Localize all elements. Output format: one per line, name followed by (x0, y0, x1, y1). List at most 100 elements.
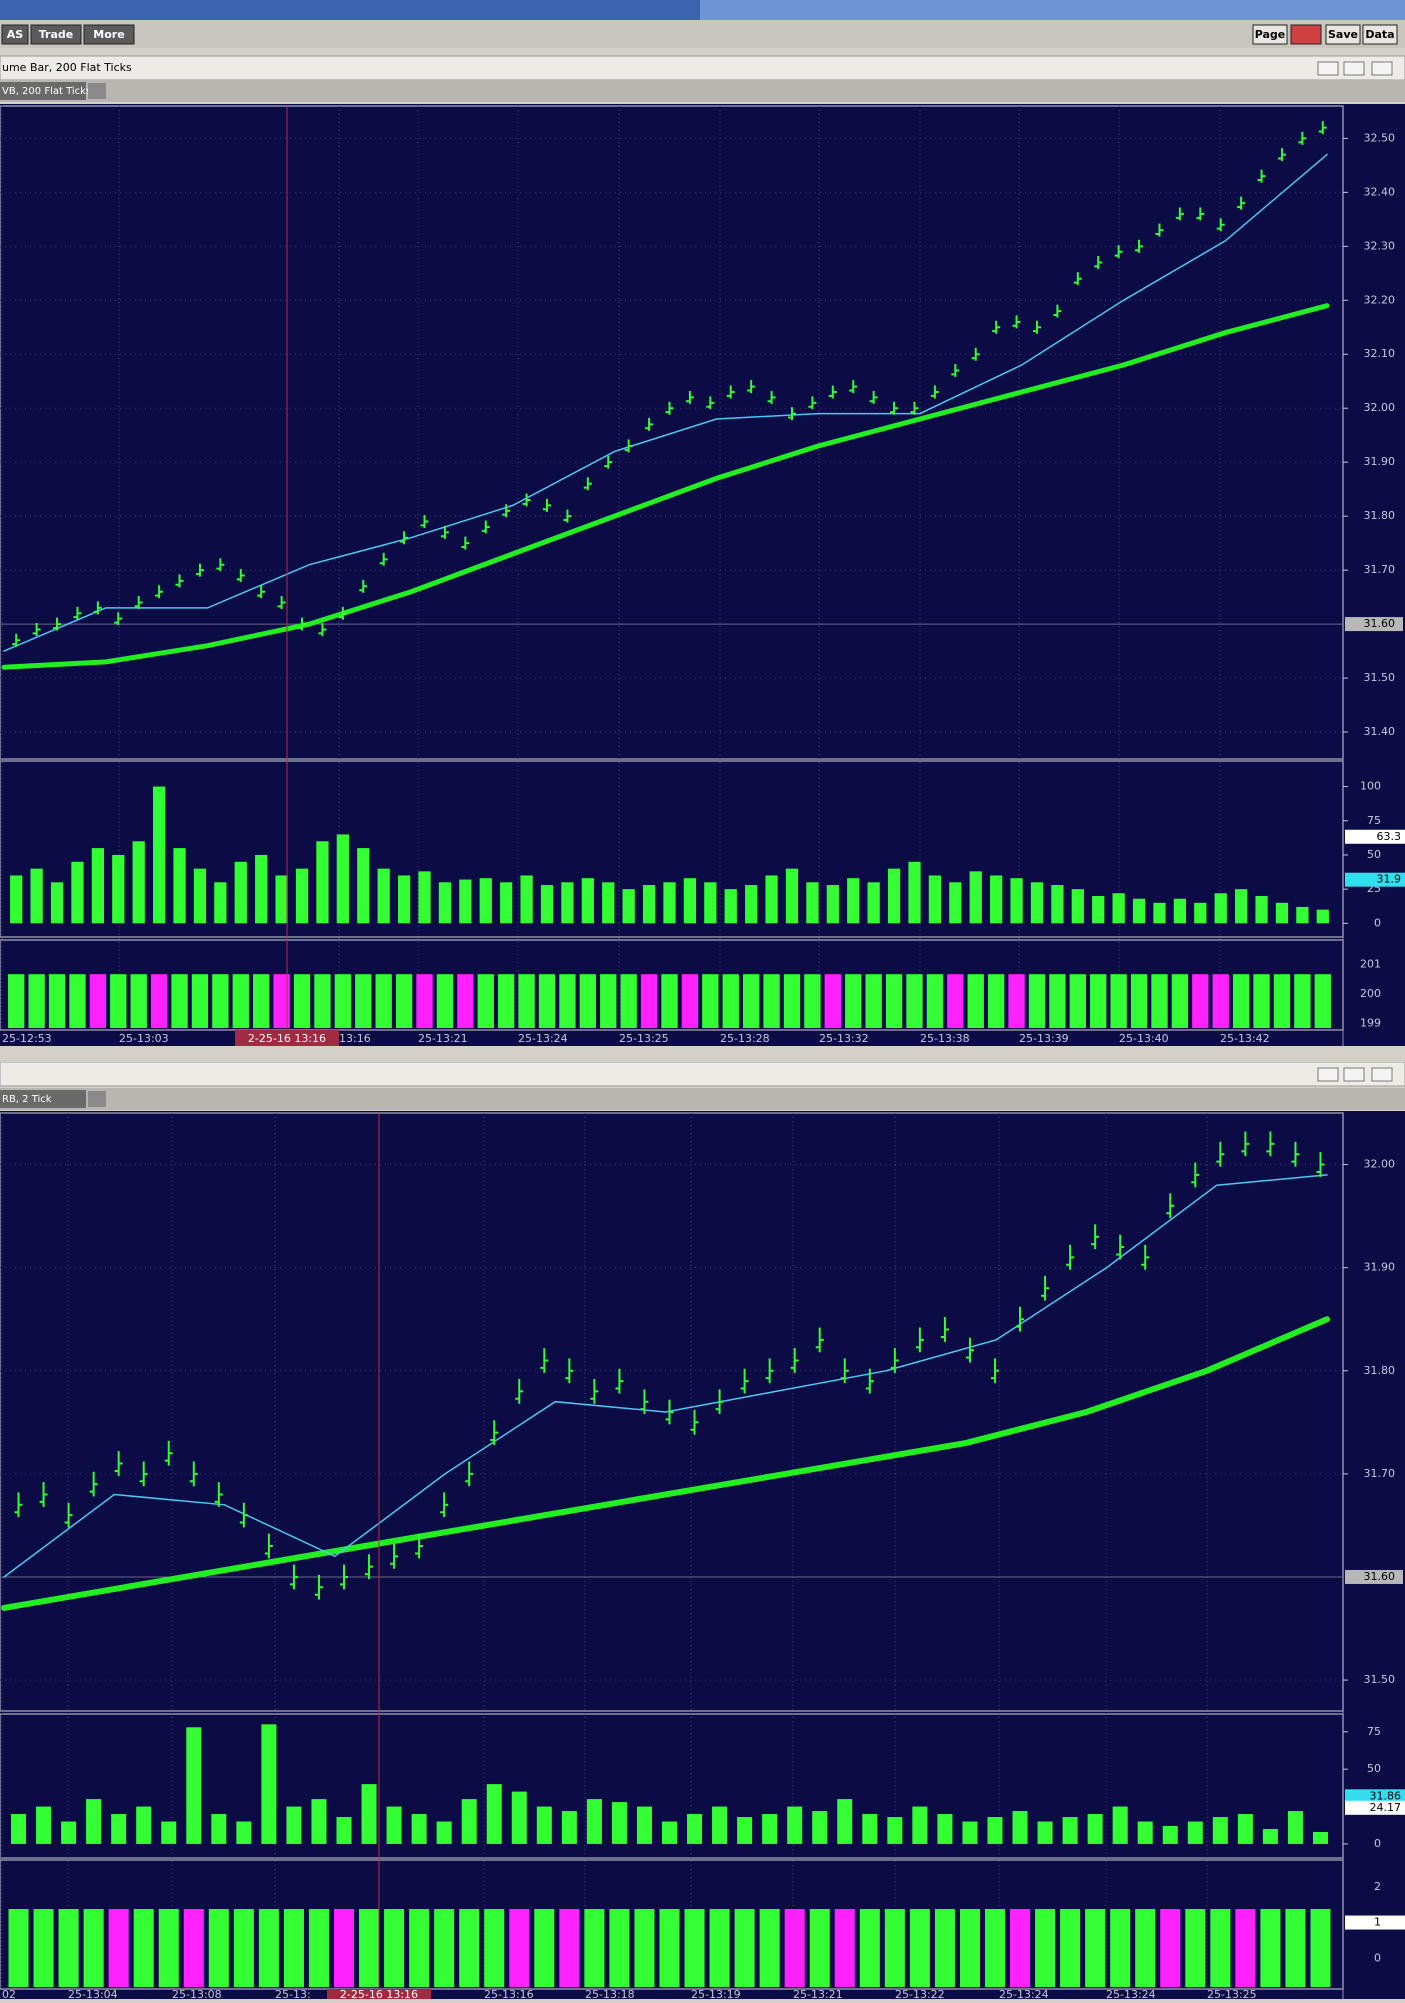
state-block (884, 1909, 905, 1987)
volume-bar (295, 868, 309, 924)
y-tick-label: 31.50 (1364, 671, 1396, 684)
volume-bar (661, 1821, 678, 1844)
tab[interactable] (0, 82, 86, 100)
price-bar (1196, 207, 1205, 221)
time-label: 25-13:16 (484, 1988, 534, 1999)
state-block (1110, 974, 1127, 1028)
volume-bar (1012, 1811, 1028, 1844)
price-bar (540, 1348, 549, 1373)
volume-bar (712, 1806, 728, 1844)
volume-bar (336, 834, 349, 924)
state-block (69, 974, 86, 1028)
volume-bar (1212, 1817, 1228, 1844)
tab-add[interactable] (88, 1091, 106, 1107)
volume-bar (36, 1806, 52, 1844)
y-tick-label: 0 (1374, 916, 1381, 929)
button-label[interactable]: Page (1255, 28, 1286, 41)
y-tick-label: 32.00 (1364, 1158, 1396, 1171)
last-price-label: 31.60 (1364, 1570, 1396, 1583)
state-block (409, 1909, 430, 1987)
tab[interactable] (0, 1090, 86, 1108)
state-block (584, 1909, 605, 1987)
y-tick-label: 0 (1374, 1837, 1381, 1850)
window-control[interactable] (1343, 61, 1365, 76)
toolbar-button[interactable] (83, 24, 135, 45)
time-label: 25-13:08 (172, 1988, 222, 1999)
state-block (509, 1909, 530, 1987)
value-marker-box (1345, 872, 1405, 887)
button-label[interactable]: Trade (39, 28, 73, 41)
y-tick-label: 50 (1367, 848, 1381, 861)
volume-bar (1287, 1811, 1303, 1844)
tab-label[interactable]: RB, 2 Tick (2, 1094, 52, 1105)
volume-bar (724, 889, 737, 924)
volume-bar (50, 882, 64, 924)
toolbar-button[interactable] (1362, 24, 1398, 45)
state-block (934, 1909, 955, 1987)
moving-average (1, 1316, 1330, 1611)
volume-bar (1194, 902, 1207, 924)
window-control[interactable] (1343, 1067, 1365, 1082)
price-bar (490, 1420, 499, 1445)
volume-bar (91, 848, 104, 924)
chart-bg (0, 104, 1405, 1046)
window-titlebar (0, 1061, 1405, 1087)
y-tick-label: 32.20 (1364, 293, 1396, 306)
volume-bar (540, 885, 554, 924)
tab-add[interactable] (88, 83, 106, 99)
button-label[interactable]: Data (1365, 28, 1394, 41)
volume-bar (261, 1724, 277, 1844)
window-control[interactable] (1317, 1067, 1339, 1082)
y-tick-label: 31.90 (1364, 1261, 1396, 1274)
state-block (1273, 974, 1291, 1028)
button-label[interactable]: Save (1328, 28, 1358, 41)
volume-bar (1214, 893, 1227, 924)
tab-label[interactable]: VB, 200 Flat Ticks (2, 86, 91, 97)
state-block (48, 974, 66, 1028)
price-bar (155, 585, 164, 599)
value-marker-label: 1 (1374, 1916, 1381, 1929)
state-block (293, 974, 311, 1028)
price-bar (114, 612, 123, 626)
button-label[interactable]: AS (7, 28, 24, 41)
toolbar-button[interactable] (30, 24, 82, 45)
volume-bar (611, 1802, 627, 1844)
state-block (1160, 1909, 1181, 1987)
state-block (1090, 974, 1107, 1028)
toolbar-button[interactable] (1325, 24, 1361, 45)
volume-bar (1316, 909, 1329, 924)
toolbar-button[interactable] (1, 24, 29, 45)
value-marker-box (1345, 1915, 1405, 1930)
price-bar (400, 531, 409, 545)
volume-bar (1037, 1821, 1053, 1844)
state-block (33, 1909, 54, 1987)
price-bar (134, 596, 143, 609)
state-block (742, 974, 760, 1028)
price-bar (1257, 169, 1266, 183)
window-control[interactable] (1371, 61, 1393, 76)
price-bar (990, 1358, 999, 1384)
volume-bar (152, 786, 166, 924)
state-block (722, 974, 739, 1028)
state-block (375, 974, 392, 1028)
time-label: 25-13:19 (691, 1988, 741, 1999)
window-control[interactable] (1317, 61, 1339, 76)
state-block (1171, 974, 1189, 1028)
button-label[interactable]: More (93, 28, 124, 41)
price-bar (1241, 1131, 1250, 1157)
dropdown-button[interactable] (1290, 24, 1322, 45)
price-bar (1053, 304, 1062, 318)
volume-bar (581, 878, 594, 924)
volume-bar (937, 1814, 953, 1844)
state-block (457, 974, 474, 1028)
y-tick-label: 0 (1374, 1951, 1381, 1964)
price-bar (314, 1574, 323, 1600)
price-bar (910, 401, 919, 415)
toolbar-button[interactable] (1252, 24, 1288, 45)
volume-bar (520, 875, 533, 924)
volume-bar (11, 1814, 27, 1844)
y-tick-label: 75 (1367, 814, 1381, 827)
window-control[interactable] (1371, 1067, 1393, 1082)
state-block (58, 1909, 79, 1987)
price-bar (869, 390, 878, 404)
